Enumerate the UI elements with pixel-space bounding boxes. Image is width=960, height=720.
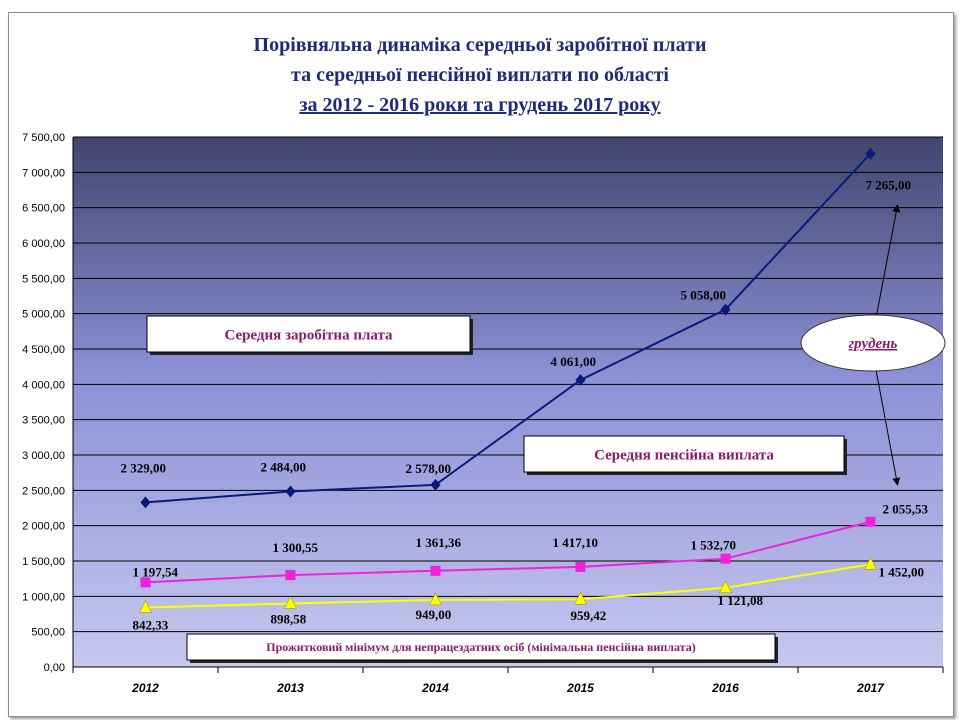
data-label: 949,00 [416,607,452,622]
y-tick-label: 500,00 [31,627,65,639]
data-label: 1 300,55 [273,540,319,555]
y-tick-label: 4 000,00 [22,379,65,391]
series-name-label: Середня пенсійна виплата [594,447,774,463]
annotation-bubble [800,314,946,372]
data-point-diamond [865,147,876,160]
data-point-diamond [430,478,441,491]
data-point-triangle [429,592,442,606]
data-label: 1 452,00 [879,564,925,579]
data-label: 2 578,00 [406,461,452,476]
data-label: 898,58 [271,612,307,627]
chart-title-line1: Порівняльна динаміка середньої заробітно… [253,34,707,56]
x-tick-label: 2012 [131,681,159,695]
series-name-box [523,435,845,473]
data-point-triangle [284,595,297,609]
data-point-diamond [285,485,296,498]
data-label: 1 532,70 [691,538,737,553]
data-point-triangle [719,580,732,594]
data-label: 7 265,00 [866,178,912,193]
y-tick-label: 5 500,00 [22,273,65,285]
x-tick-label: 2013 [276,681,304,695]
data-point-diamond [720,303,731,316]
series-line-2 [145,520,871,584]
series-name-label: Прожитковий мінімум для непрацездатних о… [266,640,695,654]
y-tick-label: 5 000,00 [22,309,65,321]
series-name-box [146,315,471,353]
x-tick-label: 2015 [566,681,594,695]
data-point-square [430,565,441,576]
x-tick-label: 2016 [711,681,739,695]
series-name-box [186,633,776,661]
data-label: 2 484,00 [261,459,307,474]
y-tick-label: 1 000,00 [22,591,65,603]
y-tick-label: 4 500,00 [22,344,65,356]
data-point-triangle [864,556,877,570]
annotation-label: грудень [849,336,898,352]
y-tick-label: 3 000,00 [22,450,65,462]
data-label: 2 329,00 [121,460,167,475]
chart-title-line2: та середньої пенсійної виплати по област… [291,64,669,86]
y-tick-label: 6 000,00 [22,238,65,250]
annotation-arrow-up [875,204,901,319]
y-tick-label: 2 000,00 [22,521,65,533]
data-point-square [575,561,586,572]
data-point-diamond [575,374,586,387]
data-point-square [865,516,876,527]
data-point-square [720,553,731,564]
y-tick-label: 1 500,00 [22,556,65,568]
series-line-1 [145,152,872,504]
data-label: 1 417,10 [553,535,599,550]
data-label: 1 121,08 [718,593,764,608]
data-point-diamond [140,496,151,509]
annotation-arrow-down [875,369,901,486]
x-tick-label: 2014 [421,681,449,695]
chart-title-line3: за 2012 - 2016 роки та грудень 2017 року [299,94,661,116]
data-label: 2 055,53 [883,502,929,517]
y-tick-label: 3 500,00 [22,415,65,427]
y-tick-label: 0,00 [44,662,65,674]
data-label: 5 058,00 [681,288,727,303]
data-point-square [140,577,151,588]
data-point-triangle [139,599,152,613]
series-line-3 [145,563,871,609]
series-name-label: Середня заробітна плата [224,327,393,343]
data-label: 1 197,54 [133,564,179,579]
data-point-square [285,570,296,581]
y-tick-label: 7 000,00 [22,167,65,179]
x-tick-label: 2017 [856,681,885,695]
data-point-triangle [574,591,587,605]
y-tick-label: 6 500,00 [22,203,65,215]
y-tick-label: 2 500,00 [22,485,65,497]
data-label: 4 061,00 [551,354,597,369]
y-tick-label: 7 500,00 [22,132,65,144]
data-label: 842,33 [133,617,169,632]
data-label: 1 361,36 [416,535,462,550]
data-label: 959,42 [571,608,607,623]
